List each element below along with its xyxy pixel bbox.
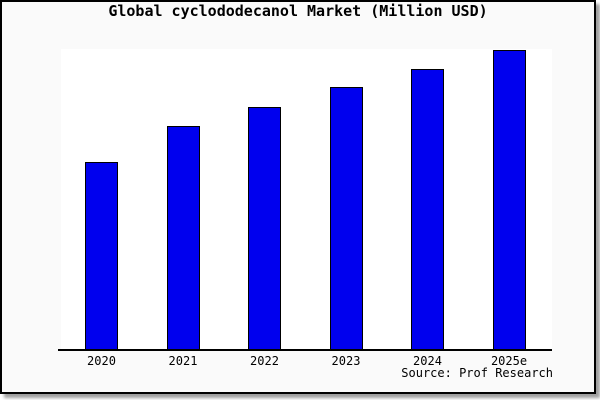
chart-title: Global cyclododecanol Market (Million US… bbox=[108, 2, 488, 20]
x-tick-label-2023: 2023 bbox=[331, 354, 361, 368]
x-tick-label-2024: 2024 bbox=[413, 354, 442, 368]
x-tick-label-2020: 2020 bbox=[87, 354, 116, 368]
bar-2025e bbox=[492, 50, 526, 351]
bar-2023 bbox=[329, 87, 363, 351]
bar-2024 bbox=[411, 69, 444, 351]
x-tick-label-2021: 2021 bbox=[168, 354, 198, 368]
source-note: Source: Prof Research bbox=[401, 366, 553, 380]
x-tick-label-2025e: 2025e bbox=[490, 354, 528, 368]
x-axis-line bbox=[58, 349, 552, 351]
bar-2022 bbox=[248, 107, 281, 351]
x-tick-label-2022: 2022 bbox=[250, 354, 279, 368]
bar-2020 bbox=[85, 162, 118, 351]
plot-area bbox=[61, 49, 552, 351]
bar-2021 bbox=[166, 126, 200, 351]
